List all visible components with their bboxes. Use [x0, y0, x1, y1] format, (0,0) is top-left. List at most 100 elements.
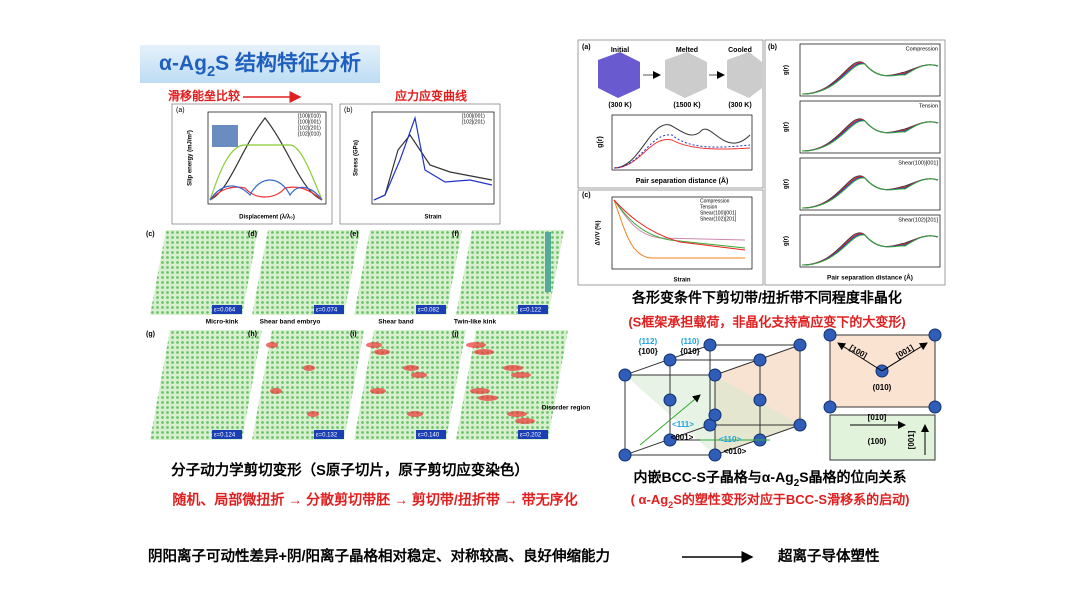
strain-streak [303, 365, 315, 371]
plot-frame [799, 100, 941, 154]
gr-panels [799, 43, 941, 268]
label: (300 K) [728, 102, 751, 109]
label: Shear(102)[201] [898, 217, 938, 223]
label: <110> [719, 435, 742, 444]
strain-streak [307, 411, 319, 417]
label: Shear band embryo [260, 319, 321, 326]
curve [209, 186, 323, 201]
crystal-melted [665, 52, 707, 98]
label: [010] [868, 413, 887, 422]
atom-slice [252, 330, 364, 440]
label: 超离子导体塑性 [777, 547, 880, 565]
label: ε=0.132 [316, 433, 338, 439]
label: [102](010) [298, 131, 321, 137]
label: (b) [768, 44, 777, 51]
label: [100](001) [462, 113, 485, 119]
label: Strain [424, 215, 441, 221]
atom-slice [456, 230, 564, 315]
label: ε=0.140 [418, 433, 440, 439]
strain-streak [411, 372, 427, 378]
panel-group [150, 230, 568, 440]
strain-streak [474, 349, 494, 355]
label: [102](201) [298, 125, 321, 131]
label: Initial [611, 47, 629, 54]
label: <010> [724, 447, 747, 456]
strain-streak [466, 342, 486, 348]
label: (i) [350, 331, 357, 338]
label: <001> [671, 433, 694, 442]
label: <111> [672, 420, 694, 429]
strain-box [416, 430, 446, 439]
label: Shear(100)[001] [700, 210, 737, 216]
label: Twin-like kink [454, 319, 497, 326]
label: ε=0.082 [418, 308, 440, 314]
label: (1500 K) [673, 102, 700, 109]
figure-rc [577, 189, 764, 286]
label: ΔV/V (%) [596, 221, 602, 246]
atom-slice [456, 330, 568, 440]
label: Shear band [378, 319, 413, 326]
label: ε=0.074 [316, 308, 338, 314]
atom-slice [150, 230, 258, 315]
strain-box [212, 430, 242, 439]
plot-frame [799, 43, 941, 97]
curve [801, 63, 939, 95]
strain-box [212, 305, 242, 314]
label: Micro-kink [206, 319, 239, 326]
label: (b) [344, 107, 353, 114]
strain-streak [470, 388, 490, 394]
label: [102](201) [462, 119, 485, 125]
strain-streak [511, 372, 531, 378]
plot-frame [371, 111, 495, 205]
label: {100} [638, 347, 658, 356]
strain-streak [270, 388, 282, 394]
slide-title: α-Ag2S 结构特征分析 [159, 51, 361, 80]
strain-streak [503, 365, 523, 371]
text-part: S晶格的位向关系 [799, 469, 906, 485]
label: Compression [700, 198, 730, 204]
label: Strain [673, 278, 690, 284]
label: (f) [452, 231, 459, 238]
label: Tension [700, 204, 717, 210]
label: g(r) [784, 65, 790, 75]
curve [209, 117, 323, 201]
label: 分子动力学剪切变形（S原子切片，原子剪切应变染色） [171, 461, 529, 479]
label: (d) [248, 231, 257, 238]
label: ε=0.064 [214, 308, 236, 314]
title-box [140, 45, 380, 83]
atom-slice [252, 230, 360, 315]
note: ( α-Ag2S的塑性变形对应于BCC-S滑移系的启动) [631, 492, 910, 510]
crystal-diagram [618, 328, 942, 462]
crystal-cooled [727, 52, 762, 98]
label: 应力应变曲线 [395, 88, 467, 103]
label: (e) [350, 231, 359, 238]
text-part: 2 [668, 500, 673, 510]
colorbar [545, 232, 551, 292]
label: 阴阳离子可动性差异+阴/阳离子晶格相对稳定、对称较高、良好伸缩能力 [148, 547, 610, 565]
label: (110) [681, 337, 700, 346]
label: Shear(100)[001] [898, 160, 938, 166]
label: Pair separation distance (Å) [827, 273, 913, 282]
strain-streak [374, 349, 390, 355]
curve [613, 199, 746, 249]
strain-box [518, 430, 548, 439]
plot-frame [611, 114, 753, 171]
label: Tension [919, 103, 938, 109]
label: Slip energy (mJ/m²) [187, 130, 194, 186]
label: g(r) [784, 236, 790, 246]
label: 各形变条件下剪切带/扭折带不同程度非晶化 [631, 290, 902, 306]
curve [801, 120, 939, 152]
strain-streak [515, 418, 535, 424]
curve [613, 134, 751, 169]
label: (c) [146, 231, 155, 238]
label: Compression [906, 46, 938, 52]
curve [801, 177, 939, 209]
text-part: S 结构特征分析 [215, 51, 361, 75]
label: Pair separation distance (Å) [636, 176, 729, 185]
label: (a) [582, 44, 591, 51]
label: (c) [582, 192, 591, 199]
label: ε=0.124 [214, 433, 236, 439]
label: (010) [873, 383, 892, 392]
caption: 内嵌BCC-S子晶格与α-Ag2S晶格的位向关系 [633, 469, 906, 489]
crystal-initial [598, 52, 640, 98]
